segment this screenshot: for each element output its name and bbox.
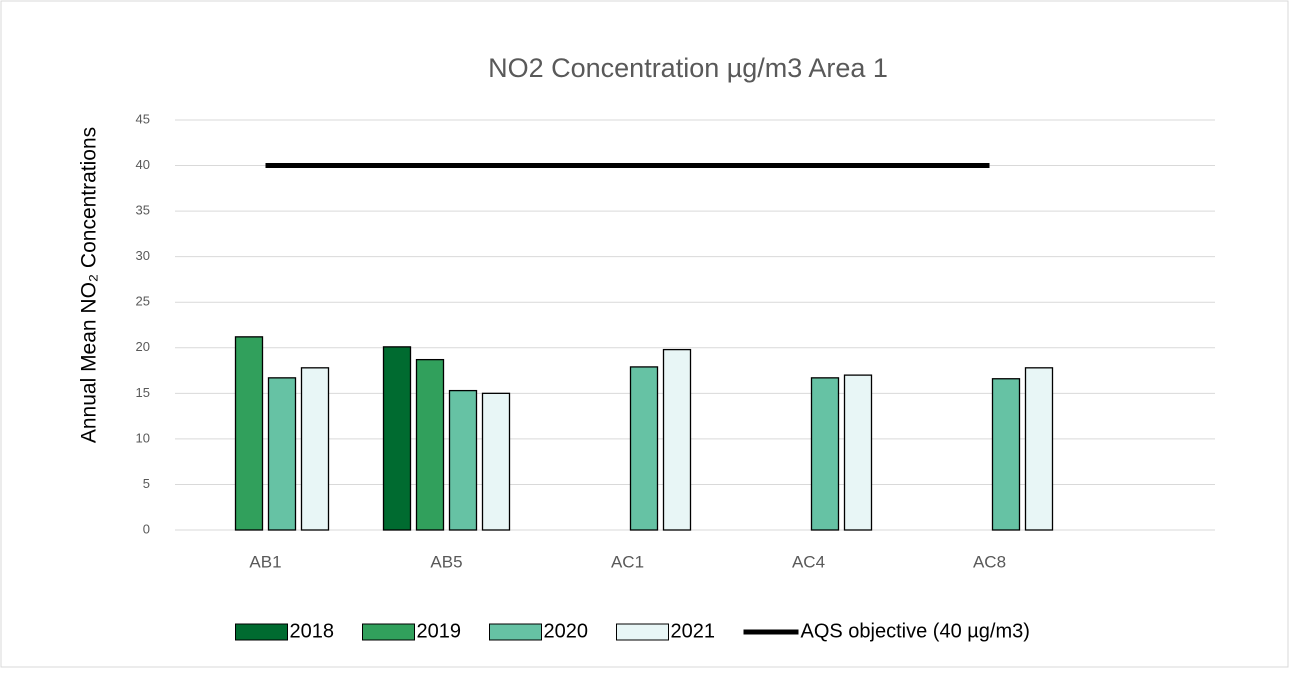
legend-label: 2020	[544, 620, 589, 642]
legend-label: 2018	[290, 620, 335, 642]
y-tick-label: 10	[136, 430, 150, 445]
bar	[810, 377, 840, 531]
bar	[267, 377, 297, 531]
bar	[629, 366, 659, 531]
bar	[448, 389, 478, 531]
bar	[662, 348, 692, 531]
legend-label: 2019	[417, 620, 462, 642]
y-tick-label: 0	[143, 521, 150, 536]
legend-swatch	[489, 623, 542, 641]
y-tick-label: 30	[136, 248, 150, 263]
y-tick-label: 40	[136, 157, 150, 172]
y-tick-label: 20	[136, 339, 150, 354]
x-tick-label: AC8	[973, 552, 1006, 571]
x-tick-label: AB1	[249, 552, 281, 571]
chart-title: NO2 Concentration µg/m3 Area 1	[488, 53, 888, 83]
x-tick-label: AC1	[611, 552, 644, 571]
y-tick-label: 45	[136, 111, 150, 126]
x-tick-label: AB5	[430, 552, 462, 571]
bar	[234, 336, 264, 531]
legend-swatch	[362, 623, 415, 641]
bar	[300, 367, 330, 531]
legend-swatch	[235, 623, 288, 641]
bar	[481, 392, 511, 531]
bar	[1024, 367, 1054, 531]
x-tick-label: AC4	[792, 552, 825, 571]
y-tick-label: 15	[136, 385, 150, 400]
bar	[843, 374, 873, 531]
bar	[382, 346, 412, 531]
legend-label: 2021	[671, 620, 716, 642]
legend-swatch	[616, 623, 669, 641]
y-tick-label: 25	[136, 294, 150, 309]
legend-label: AQS objective (40 µg/m3)	[801, 620, 1030, 642]
y-tick-label: 5	[143, 476, 150, 491]
y-tick-label: 35	[136, 203, 150, 218]
y-axis-label: Annual Mean NO₂ Concentrations	[78, 127, 101, 443]
bar	[415, 358, 445, 531]
bar	[991, 378, 1021, 531]
